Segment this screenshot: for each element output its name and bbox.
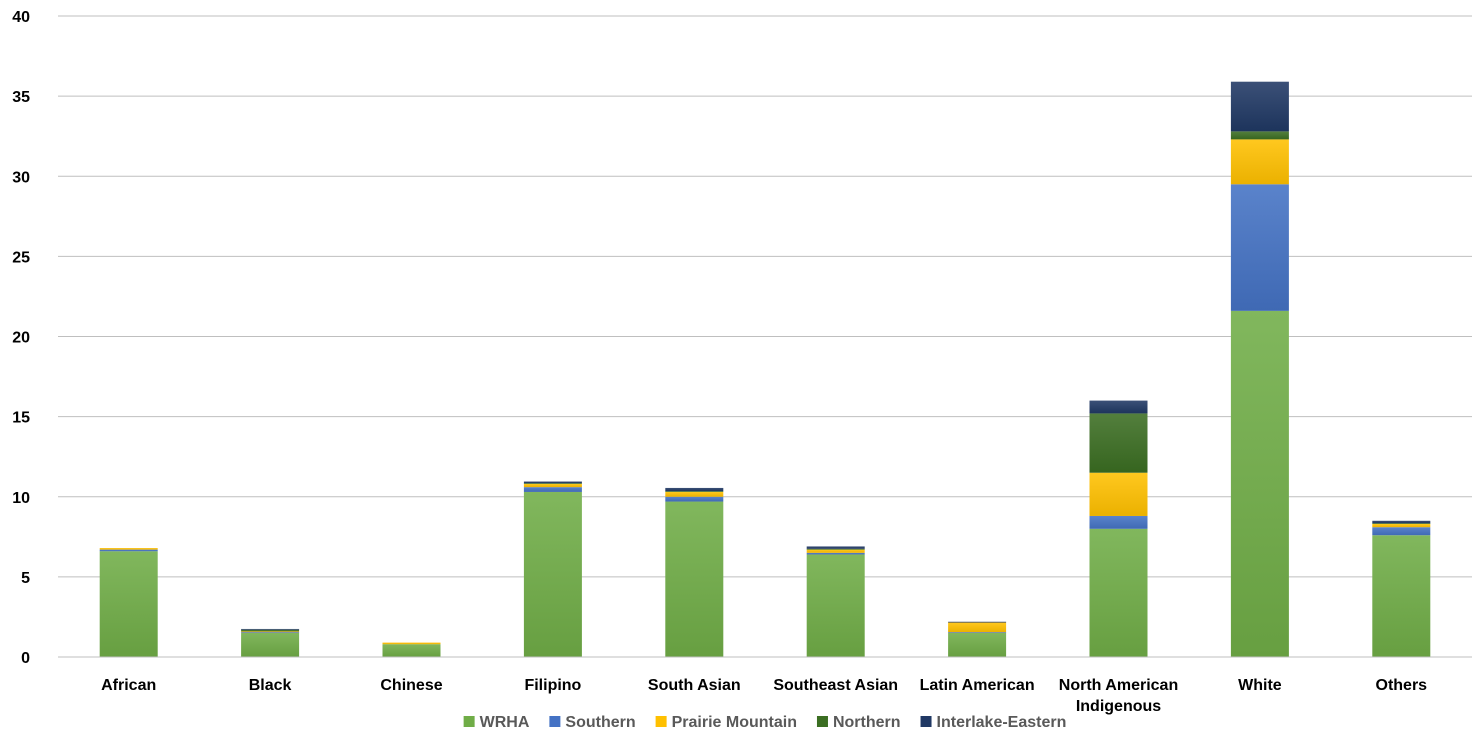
bar-segment-prairie-mountain bbox=[948, 622, 1007, 633]
bar-segment-wrha bbox=[382, 644, 441, 657]
y-tick-label: 30 bbox=[12, 169, 30, 186]
bar-segment-interlake-eastern bbox=[1230, 81, 1289, 132]
x-tick-label: Southeast Asian bbox=[773, 677, 898, 694]
legend-swatch bbox=[655, 716, 667, 727]
legend-swatch bbox=[463, 716, 475, 727]
bar-segment-southern bbox=[665, 496, 724, 502]
bar-segment-southern bbox=[1230, 184, 1289, 311]
legend-swatch bbox=[920, 716, 932, 727]
bar-segment-interlake-eastern bbox=[523, 481, 582, 484]
bar-segment-wrha bbox=[948, 632, 1007, 657]
legend-label: Interlake-Eastern bbox=[937, 714, 1067, 731]
bar-segment-prairie-mountain bbox=[806, 549, 865, 553]
y-tick-label: 10 bbox=[12, 490, 30, 507]
y-tick-label: 15 bbox=[12, 410, 30, 427]
bar-segment-southern bbox=[806, 552, 865, 555]
bar-segment-prairie-mountain bbox=[1230, 139, 1289, 185]
bar-segment-prairie-mountain bbox=[99, 548, 158, 550]
bar-segment-northern bbox=[1372, 523, 1431, 524]
y-tick-label: 40 bbox=[12, 9, 30, 26]
legend-swatch bbox=[549, 716, 561, 727]
bar-segment-wrha bbox=[665, 501, 724, 657]
bar-segment-wrha bbox=[806, 554, 865, 657]
bar-segment-wrha bbox=[241, 632, 300, 657]
x-tick-label: White bbox=[1238, 677, 1282, 694]
bar-segment-wrha bbox=[99, 551, 158, 657]
bar-segment-wrha bbox=[523, 491, 582, 657]
gridlines bbox=[58, 15, 1472, 578]
bar-segment-southern bbox=[523, 487, 582, 492]
bar-segment-southern bbox=[241, 632, 300, 633]
bar-segment-interlake-eastern bbox=[665, 487, 724, 492]
bar-segment-prairie-mountain bbox=[241, 631, 300, 633]
bar-segment-northern bbox=[806, 548, 865, 550]
x-tick-label: African bbox=[101, 677, 156, 694]
bar-segment-prairie-mountain bbox=[1089, 472, 1148, 516]
bar-segment-southern bbox=[1372, 527, 1431, 536]
y-axis-tick-labels: 0 5 10 15 20 25 30 35 40 bbox=[12, 9, 30, 667]
bar-segment-northern bbox=[241, 629, 300, 632]
bar-segment-interlake-eastern bbox=[241, 628, 300, 630]
legend-swatch bbox=[816, 716, 828, 727]
bar-segment-prairie-mountain bbox=[665, 491, 724, 497]
bar-segment-prairie-mountain bbox=[382, 642, 441, 645]
bar-segment-northern bbox=[665, 491, 724, 492]
bar-segment-prairie-mountain bbox=[523, 483, 582, 488]
x-tick-label: Black bbox=[249, 677, 292, 694]
x-tick-label: Latin American bbox=[920, 677, 1035, 694]
y-tick-label: 20 bbox=[12, 330, 30, 347]
bar-segment-southern bbox=[948, 632, 1007, 633]
y-tick-label: 25 bbox=[12, 249, 30, 266]
bar-segment-southern bbox=[1089, 515, 1148, 529]
bar-segment-interlake-eastern bbox=[948, 621, 1007, 623]
legend-label: Southern bbox=[565, 714, 635, 731]
bar-segment-interlake-eastern bbox=[1089, 400, 1148, 414]
bar-segment-wrha bbox=[1089, 528, 1148, 657]
y-tick-label: 35 bbox=[12, 89, 30, 106]
bar-segment-interlake-eastern bbox=[806, 546, 865, 549]
x-tick-label: Others bbox=[1376, 677, 1428, 694]
legend: WRHA Southern Prairie Mountain Northern Inte… bbox=[463, 714, 1067, 731]
bars bbox=[99, 81, 1431, 657]
bar-segment-northern bbox=[1230, 131, 1289, 140]
x-tick-label: Filipino bbox=[524, 677, 581, 694]
bar-segment-prairie-mountain bbox=[1372, 523, 1431, 528]
x-tick-label: South Asian bbox=[648, 677, 741, 694]
bar-segment-southern bbox=[99, 549, 158, 552]
bar-segment-wrha bbox=[1230, 310, 1289, 657]
x-axis-tick-labels: African Black Chinese Filipino South Asian So… bbox=[101, 677, 1427, 715]
x-tick-label: North American Indigenous bbox=[1059, 677, 1178, 715]
bar-segment-wrha bbox=[1372, 535, 1431, 657]
legend-label: Northern bbox=[833, 714, 901, 731]
y-tick-label: 5 bbox=[21, 570, 30, 587]
bar-segment-northern bbox=[1089, 413, 1148, 473]
bar-segment-northern bbox=[523, 483, 582, 484]
y-tick-label: 0 bbox=[21, 650, 30, 667]
legend-label: Prairie Mountain bbox=[672, 714, 797, 731]
x-tick-label: Chinese bbox=[380, 677, 442, 694]
bar-segment-interlake-eastern bbox=[1372, 520, 1431, 524]
legend-label: WRHA bbox=[480, 714, 530, 731]
